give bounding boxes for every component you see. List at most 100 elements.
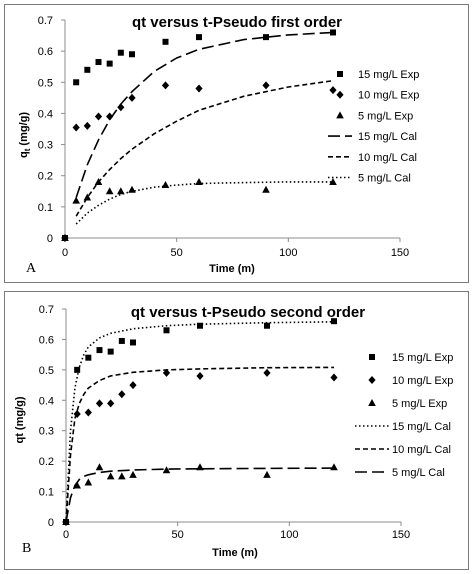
legend: 15 mg/L Exp 10 mg/L Exp 5 mg/L Exp 15 mg/L … — [328, 69, 419, 185]
series-line-10-mg-l-cal — [65, 366, 335, 523]
data-point — [95, 463, 104, 471]
y-tick-label: 0 — [48, 517, 54, 529]
legend-label: 10 mg/L Exp — [392, 375, 453, 387]
legend-label: 15 mg/L Exp — [358, 69, 419, 81]
y-axis-title: qt (mg/g) — [14, 396, 26, 443]
data-point — [130, 339, 136, 346]
x-tick-label: 100 — [279, 247, 297, 259]
svg-text:qt (mg/g): qt (mg/g) — [18, 112, 32, 158]
data-point — [330, 373, 338, 382]
chart-panel-b: qt versus t-Pseudo second order qt (mg/g… — [4, 291, 469, 570]
data-point — [95, 399, 104, 408]
data-point — [94, 112, 103, 121]
data-point — [106, 472, 115, 480]
legend-label: 5 mg/L Exp — [392, 398, 447, 410]
data-point — [330, 463, 338, 471]
data-point — [329, 86, 337, 95]
y-tick-label: 0.4 — [38, 108, 53, 120]
legend-marker — [337, 71, 343, 77]
data-point — [74, 366, 81, 373]
legend-marker — [336, 90, 344, 99]
data-point — [117, 187, 125, 195]
data-point — [83, 121, 91, 130]
y-tick-label: 0.7 — [38, 15, 53, 27]
y-tick-label: 0 — [47, 233, 53, 245]
data-point — [129, 51, 135, 58]
data-point — [263, 34, 269, 41]
y-tick-label: 0.6 — [39, 334, 54, 346]
y-tick-label: 0.3 — [38, 140, 53, 152]
data-point — [129, 470, 137, 478]
data-point — [84, 478, 93, 486]
legend-label: 5 mg/L Cal — [392, 467, 445, 479]
y-tick-label: 0.3 — [39, 426, 54, 438]
data-point — [117, 49, 124, 56]
data-point — [129, 381, 137, 390]
data-point — [84, 408, 92, 417]
panel-border — [4, 291, 469, 570]
data-point — [162, 38, 169, 45]
y-tick-label: 0.2 — [39, 456, 54, 468]
y-axis-title-main: q — [18, 151, 30, 158]
data-point — [95, 59, 102, 66]
data-point — [196, 463, 204, 471]
y-axis-title-rest: (mg/g) — [18, 112, 30, 149]
legend-marker — [336, 111, 344, 119]
legend-label: 15 mg/L Cal — [392, 421, 451, 433]
y-tick-label: 0.4 — [39, 395, 54, 407]
data-point — [128, 93, 136, 102]
y-tick-label: 0.5 — [39, 365, 54, 377]
legend-label: 15 mg/L Exp — [392, 352, 453, 364]
series-line-15-mg-l-cal — [75, 31, 334, 198]
x-tick-label: 100 — [280, 529, 298, 541]
data-point — [105, 187, 114, 195]
data-point — [195, 84, 203, 93]
data-point — [197, 322, 203, 329]
data-point — [262, 185, 270, 193]
data-point — [107, 348, 114, 355]
chart-panel-a: qt versus t-Pseudo first order qt (mg/g)… — [4, 4, 469, 283]
data-point — [106, 60, 113, 67]
y-tick-label: 0.5 — [38, 77, 53, 89]
chart-title: qt versus t-Pseudo first order — [132, 14, 342, 31]
y-tick-label: 0.7 — [39, 304, 54, 316]
data-point — [262, 81, 270, 90]
data-point — [107, 399, 115, 408]
data-point — [330, 29, 336, 36]
series-line-5-mg-l-cal — [65, 467, 335, 523]
data-point — [84, 66, 91, 73]
data-point — [118, 472, 126, 480]
legend-label: 5 mg/L Exp — [358, 110, 413, 122]
series-line-5-mg-l-cal — [75, 181, 333, 225]
data-point — [118, 390, 126, 399]
data-point — [263, 368, 271, 377]
data-point — [195, 177, 203, 185]
legend-label: 10 mg/L Exp — [358, 90, 419, 102]
legend: 15 mg/L Exp 10 mg/L Exp 5 mg/L Exp 15 mg/L … — [355, 352, 453, 479]
data-point — [331, 318, 337, 325]
plot-area: 0 0.1 0.2 0.3 0.4 0.5 0.6 0.7 0 50 100 150 — [38, 15, 409, 259]
x-axis-title: Time (m) — [209, 263, 255, 275]
panel-label: B — [22, 541, 31, 556]
data-point — [329, 177, 337, 185]
series-line-10-mg-l-cal — [75, 79, 334, 217]
y-tick-label: 0.6 — [38, 46, 53, 58]
x-tick-label: 0 — [62, 247, 68, 259]
series-line-15-mg-l-cal — [65, 321, 335, 523]
data-point — [196, 371, 204, 380]
y-tick-label: 0.1 — [38, 202, 53, 214]
y-tick-label: 0.2 — [38, 171, 53, 183]
legend-label: 10 mg/L Cal — [358, 152, 417, 164]
data-point — [264, 322, 270, 329]
x-tick-label: 50 — [171, 247, 183, 259]
data-point — [162, 368, 171, 377]
legend-marker — [368, 376, 376, 384]
data-point — [118, 337, 125, 344]
x-tick-label: 0 — [63, 529, 69, 541]
data-point — [85, 354, 92, 361]
data-point — [263, 470, 271, 478]
data-point — [161, 81, 170, 90]
data-point — [196, 34, 202, 41]
y-axis-title-subscript: t — [23, 148, 32, 151]
